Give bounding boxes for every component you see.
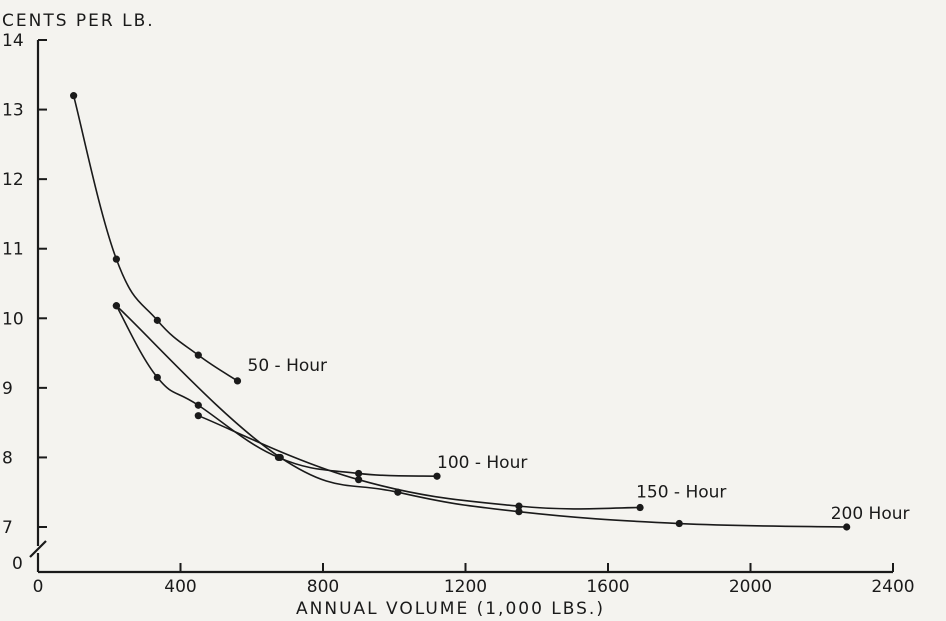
x-tick-label: 2400: [871, 577, 914, 597]
data-point: [355, 476, 363, 484]
data-point: [233, 377, 242, 385]
data-point: [355, 469, 363, 478]
series-4: 200 Hour: [112, 302, 910, 531]
y-tick-label: 9: [2, 379, 13, 399]
x-axis-title: ANNUAL VOLUME (1,000 LBS.): [296, 599, 605, 619]
data-point: [843, 523, 851, 531]
x-tick-label: 800: [307, 577, 339, 597]
data-point: [194, 412, 202, 420]
data-point: [153, 373, 161, 382]
data-point: [153, 316, 161, 324]
data-point: [636, 503, 644, 512]
axes: [29, 40, 893, 574]
y-axis-break-mark: [29, 540, 47, 558]
y-tick-label: 8: [2, 448, 13, 468]
data-point: [515, 502, 523, 510]
data-point: [433, 472, 441, 480]
y-tick-label: 7: [2, 518, 13, 538]
data-point: [394, 488, 402, 496]
series-label: 100 - Hour: [437, 453, 527, 473]
y-tick-label: 11: [2, 240, 24, 260]
y-tick-label: 10: [2, 309, 24, 329]
x-tick-label: 0: [33, 577, 44, 597]
y-axis-title: CENTS PER LB.: [2, 11, 155, 31]
x-tick-label: 2000: [729, 577, 772, 597]
y-tick-label: 14: [2, 31, 24, 51]
y-axis-ticks: 7 8 9 10 11 12 13 14 0: [2, 31, 47, 574]
series-line: [115, 305, 847, 528]
data-point: [194, 351, 202, 359]
data-point: [112, 302, 120, 310]
series-layer: 50 - Hour 100 - Hour 150 - Hour 200 Hour: [70, 92, 910, 531]
data-point: [70, 92, 78, 100]
x-tick-label: 400: [164, 577, 196, 597]
series-label: 150 - Hour: [636, 483, 726, 503]
x-tick-label: 1200: [444, 577, 487, 597]
data-point: [515, 508, 523, 516]
series-line: [115, 305, 438, 478]
y-tick-label: 12: [2, 170, 24, 190]
y-tick-label: 13: [2, 101, 24, 121]
x-axis-ticks: 0 400 800 1200 1600 2000 2400: [33, 563, 915, 597]
series-line: [198, 414, 641, 510]
series-line: [72, 95, 238, 382]
series-label: 200 Hour: [831, 504, 910, 524]
data-point: [675, 519, 683, 528]
y-tick-label-zero: 0: [12, 554, 23, 574]
series-2: 100 - Hour: [112, 302, 527, 480]
series-label: 50 - Hour: [248, 356, 328, 376]
data-point: [194, 401, 202, 409]
data-point: [276, 453, 284, 462]
x-tick-label: 1600: [586, 577, 629, 597]
series-1: 50 - Hour: [70, 92, 328, 385]
data-point: [112, 255, 120, 263]
